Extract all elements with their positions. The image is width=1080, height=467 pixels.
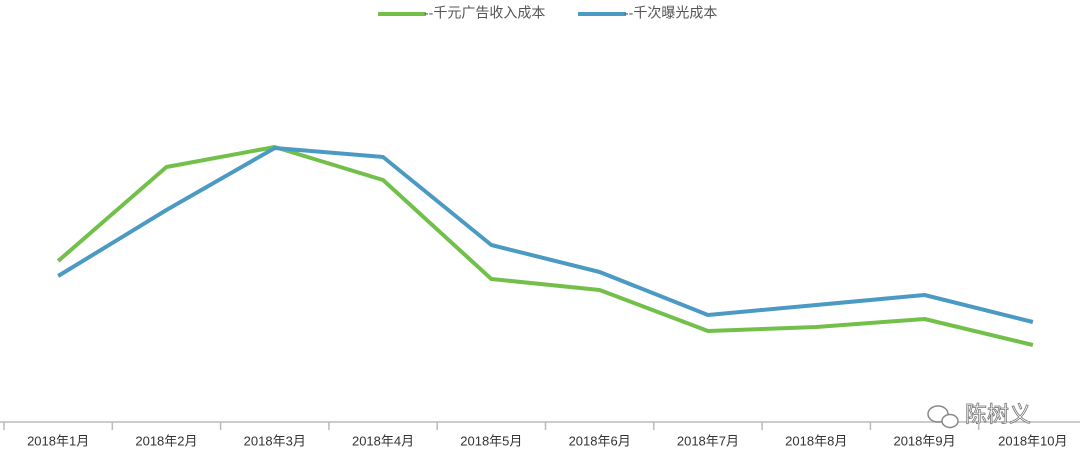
x-tick-label: 2018年3月 [244,433,306,448]
x-tick-label: 2018年2月 [135,433,197,448]
series-line [57,146,1034,324]
series-line [56,145,1034,347]
watermark-icon [941,413,959,429]
legend-text: --千元广告收入成本 [424,5,545,21]
x-tick-label: 2018年6月 [569,433,631,448]
watermark-text: 陈树义 [965,402,1031,427]
legend-item: --千次曝光成本 [578,5,717,21]
watermark: 陈树义 [927,401,1031,429]
x-tick-label: 2018年5月 [460,433,522,448]
x-tick-label: 2018年7月 [677,433,739,448]
x-tick-label: 2018年10月 [998,433,1067,448]
x-tick-label: 2018年9月 [893,433,955,448]
x-tick-label: 2018年8月 [785,433,847,448]
x-tick-label: 2018年4月 [352,433,414,448]
x-tick-label: 2018年1月 [27,433,89,448]
legend-text: --千次曝光成本 [624,5,717,21]
legend-item: --千元广告收入成本 [378,5,545,21]
